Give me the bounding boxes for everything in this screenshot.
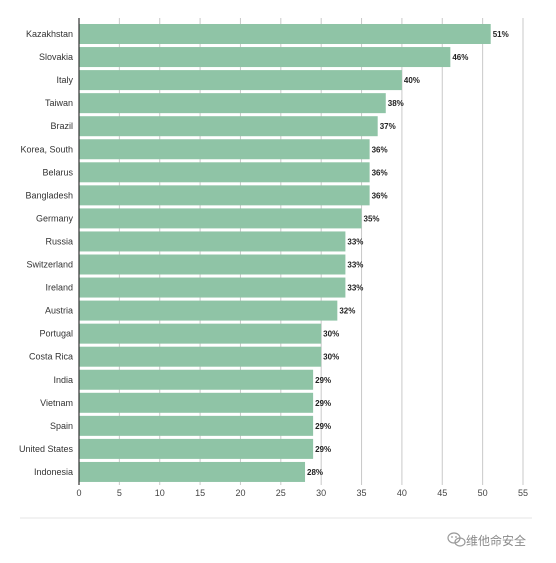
value-labels: 51% 46% 40% 38% 37% 36% 36% 36% 35% 33% 33% 33% 32% 3… [307, 30, 509, 477]
wechat-logo-icon [447, 532, 466, 547]
value-label-russia: 33% [347, 237, 363, 246]
x-tick-labels: 0 5 10 15 20 25 30 35 40 45 50 55 [76, 488, 528, 498]
value-label-kazakhstan: 51% [493, 30, 509, 39]
watermark: 维他命安全 [447, 532, 526, 548]
bar-india [79, 369, 314, 390]
value-label-germany: 35% [364, 214, 380, 223]
value-label-italy: 40% [404, 76, 420, 85]
bar-italy [79, 70, 402, 91]
category-label-ireland: Ireland [45, 283, 73, 293]
x-tick-label-55: 55 [518, 488, 528, 498]
value-label-korea-south: 36% [372, 145, 388, 154]
category-label-united-states: United States [19, 444, 74, 454]
category-label-italy: Italy [56, 75, 73, 85]
bar-russia [79, 231, 346, 252]
value-label-spain: 29% [315, 422, 331, 431]
bar-kazakhstan [79, 24, 491, 44]
bar-belarus [79, 162, 370, 183]
category-label-kazakhstan: Kazakhstan [26, 29, 73, 39]
value-label-costa-rica: 30% [323, 353, 339, 362]
category-label-switzerland: Switzerland [26, 260, 73, 270]
bar-ireland [79, 277, 346, 298]
x-tick-label-20: 20 [235, 488, 245, 498]
value-label-belarus: 36% [372, 168, 388, 177]
bar-korea-south [79, 139, 370, 160]
category-label-germany: Germany [36, 213, 74, 223]
bar-bangladesh [79, 185, 370, 206]
category-label-russia: Russia [45, 236, 73, 246]
category-label-portugal: Portugal [39, 329, 73, 339]
bar-austria [79, 300, 338, 321]
bar-taiwan [79, 93, 386, 114]
category-label-slovakia: Slovakia [39, 52, 73, 62]
value-label-taiwan: 38% [388, 99, 404, 108]
category-label-austria: Austria [45, 306, 73, 316]
bar-spain [79, 415, 314, 436]
value-label-united-states: 29% [315, 445, 331, 454]
value-label-austria: 32% [339, 307, 355, 316]
category-label-indonesia: Indonesia [34, 467, 73, 477]
value-label-india: 29% [315, 376, 331, 385]
value-label-slovakia: 46% [452, 53, 468, 62]
value-label-brazil: 37% [380, 122, 396, 131]
value-label-portugal: 30% [323, 330, 339, 339]
watermark-text: 维他命安全 [466, 533, 526, 548]
value-label-vietnam: 29% [315, 399, 331, 408]
value-label-switzerland: 33% [347, 261, 363, 270]
bar-portugal [79, 323, 322, 344]
category-label-brazil: Brazil [50, 121, 73, 131]
category-label-costa-rica: Costa Rica [29, 352, 73, 362]
bar-switzerland [79, 254, 346, 275]
bars [79, 24, 491, 482]
category-label-spain: Spain [50, 421, 73, 431]
x-tick-label-25: 25 [276, 488, 286, 498]
bar-united-states [79, 438, 314, 459]
value-label-bangladesh: 36% [372, 191, 388, 200]
category-labels: Kazakhstan Slovakia Italy Taiwan Brazil Korea… [19, 29, 74, 477]
bar-costa-rica [79, 346, 322, 367]
category-label-belarus: Belarus [42, 167, 73, 177]
category-label-korea-south: Korea, South [20, 144, 73, 154]
x-tick-label-40: 40 [397, 488, 407, 498]
bar-slovakia [79, 47, 451, 68]
category-label-taiwan: Taiwan [45, 98, 73, 108]
value-label-indonesia: 28% [307, 468, 323, 477]
bar-indonesia [79, 461, 306, 482]
bar-brazil [79, 116, 378, 137]
bar-germany [79, 208, 362, 229]
x-tick-label-10: 10 [155, 488, 165, 498]
x-tick-label-0: 0 [76, 488, 81, 498]
x-tick-label-45: 45 [437, 488, 447, 498]
x-tick-label-5: 5 [117, 488, 122, 498]
category-label-vietnam: Vietnam [40, 398, 73, 408]
x-tick-label-15: 15 [195, 488, 205, 498]
category-label-bangladesh: Bangladesh [25, 190, 73, 200]
value-label-ireland: 33% [347, 284, 363, 293]
x-tick-label-50: 50 [478, 488, 488, 498]
category-label-india: India [53, 375, 73, 385]
bar-vietnam [79, 392, 314, 413]
x-tick-label-30: 30 [316, 488, 326, 498]
x-tick-label-35: 35 [357, 488, 367, 498]
